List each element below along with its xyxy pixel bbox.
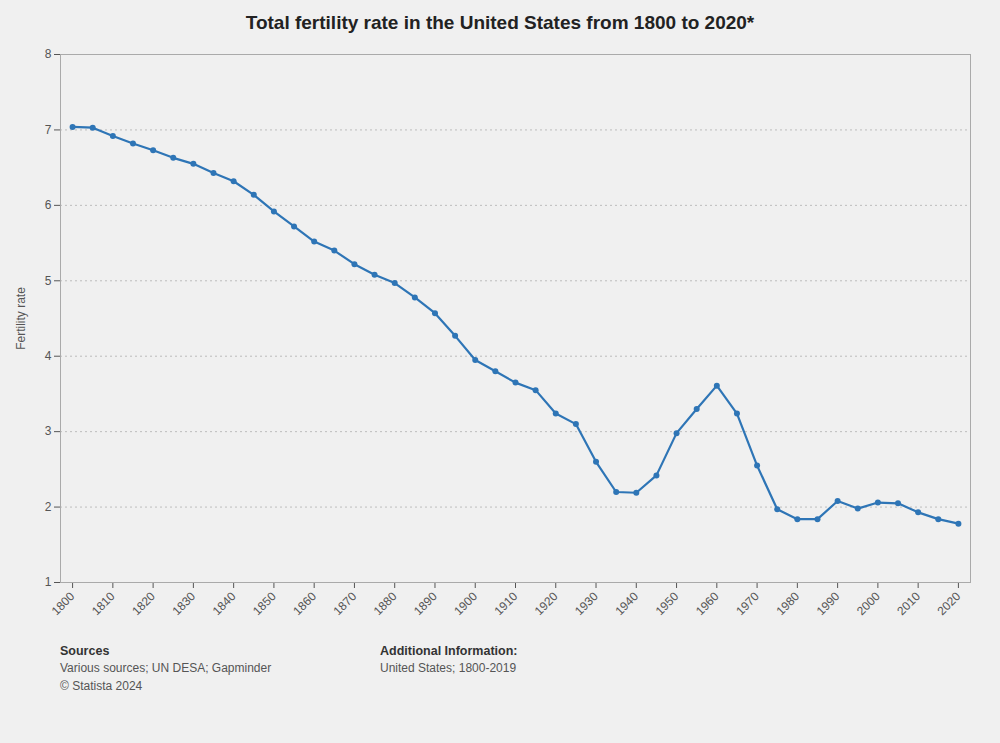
svg-text:2000: 2000 [854,589,883,618]
svg-text:1950: 1950 [653,589,682,618]
html-text:United States; 1800-2019: United States; 1800-2019 [380,661,517,676]
svg-text:4: 4 [45,349,52,363]
svg-text:1930: 1930 [572,589,601,618]
svg-text:1970: 1970 [733,589,762,618]
svg-text:1880: 1880 [371,589,400,618]
svg-text:2020: 2020 [934,589,963,618]
svg-text:3: 3 [45,424,52,438]
svg-text:8: 8 [45,47,52,61]
svg-text:1980: 1980 [773,589,802,618]
svg-text:1870: 1870 [330,589,359,618]
svg-text:1940: 1940 [612,589,641,618]
svg-text:1810: 1810 [89,589,118,618]
svg-text:1: 1 [45,575,52,589]
svg-text:1920: 1920 [532,589,561,618]
svg-text:1900: 1900 [451,589,480,618]
html-text:Additional Information:: Additional Information: [380,644,518,658]
svg-text:5: 5 [45,274,52,288]
html-text:Total fertility rate in the Un: Total fertility rate in the United State… [245,12,755,33]
html-text:Sources: Sources [60,644,110,658]
svg-text:1890: 1890 [411,589,440,618]
svg-text:2010: 2010 [894,589,923,618]
svg-text:1910: 1910 [492,589,521,618]
svg-text:1850: 1850 [250,589,279,618]
svg-text:1860: 1860 [290,589,319,618]
svg-text:1960: 1960 [693,589,722,618]
svg-text:1830: 1830 [169,589,198,618]
svg-text:1990: 1990 [814,589,843,618]
svg-text:1800: 1800 [49,589,78,618]
svg-text:Fertility rate: Fertility rate [14,287,28,350]
svg-text:6: 6 [45,198,52,212]
svg-text:1840: 1840 [210,589,239,618]
html-text:Various sources; UN DESA; Gapm: Various sources; UN DESA; Gapminder © St… [60,661,272,693]
svg-text:2: 2 [45,500,52,514]
svg-text:1820: 1820 [129,589,158,618]
svg-text:7: 7 [45,123,52,137]
